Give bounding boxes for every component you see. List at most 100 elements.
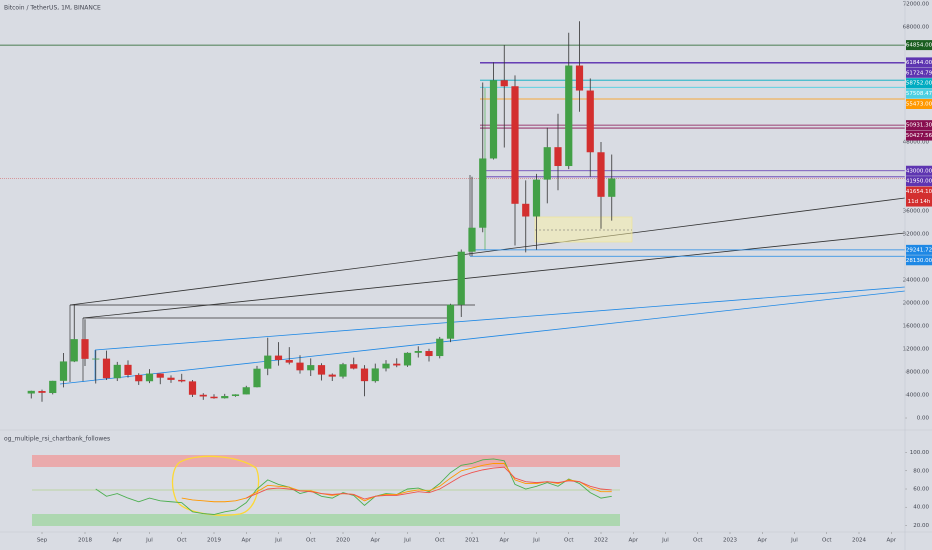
- candle-body: [59, 361, 68, 381]
- oversold-band: [32, 514, 620, 526]
- y-tick-label: 12000.00: [903, 347, 930, 353]
- rsi-y-tick-label: 20.00: [913, 523, 929, 529]
- price-label-box: [906, 88, 932, 99]
- trend-line: [82, 232, 906, 319]
- x-tick-label: Oct: [177, 538, 187, 544]
- price-label: 41950.00: [906, 179, 932, 185]
- candle-body: [92, 358, 100, 360]
- candle-body: [350, 364, 358, 369]
- candle-body: [27, 390, 35, 394]
- price-label: 50931.30: [906, 123, 932, 129]
- candle-body: [543, 147, 551, 180]
- y-tick-label: 36000.00: [903, 209, 930, 215]
- candle-body: [221, 396, 229, 399]
- x-tick-label: Oct: [822, 538, 832, 544]
- candle-body: [511, 86, 519, 204]
- candle-body: [296, 362, 304, 371]
- price-label-box: [906, 78, 932, 89]
- price-label: 50427.56: [906, 133, 932, 139]
- candle-body: [489, 80, 498, 159]
- price-label-box: [906, 244, 932, 255]
- y-tick-label: 48000.00: [903, 140, 930, 146]
- zone-box: [534, 216, 633, 243]
- price-label: 28130.00: [906, 258, 932, 264]
- trend-line: [94, 286, 906, 351]
- price-label-box: [906, 255, 932, 266]
- price-label-box: [906, 186, 932, 207]
- countdown-label: 11d 14h: [908, 199, 931, 205]
- price-label: 61724.79: [906, 70, 932, 76]
- rsi-y-tick-label: 60.00: [913, 487, 929, 493]
- price-label-box: [906, 40, 932, 51]
- candle-body: [608, 178, 616, 197]
- price-label-box: [906, 98, 932, 109]
- candle-body: [178, 379, 186, 382]
- x-tick-label: Apr: [112, 538, 122, 544]
- candle-body: [145, 373, 154, 382]
- x-tick-label: 2020: [336, 538, 350, 544]
- candle-body: [231, 394, 240, 397]
- y-tick-label: 20000.00: [903, 301, 930, 307]
- x-tick-label: Apr: [757, 538, 767, 544]
- candle-body: [264, 355, 272, 369]
- candle-body: [274, 355, 283, 361]
- candle-body: [339, 364, 347, 377]
- candle-body: [479, 158, 487, 228]
- candle-body: [360, 368, 369, 382]
- rsi-y-tick-label: 80.00: [913, 468, 929, 474]
- x-tick-label: Apr: [241, 538, 251, 544]
- candle-body: [586, 90, 594, 153]
- candle-body: [425, 351, 433, 357]
- price-label: 29241.72: [906, 247, 932, 253]
- x-tick-label: Apr: [499, 538, 509, 544]
- candle-body: [210, 396, 218, 399]
- rsi-line: [246, 466, 612, 500]
- price-label: 55473.00: [906, 101, 932, 107]
- price-label: 61844.00: [906, 60, 932, 66]
- candle-body: [382, 363, 390, 369]
- candle-body: [575, 65, 584, 91]
- x-tick-label: 2024: [852, 538, 866, 544]
- x-tick-label: 2019: [207, 538, 221, 544]
- candle-body: [156, 373, 164, 378]
- x-tick-label: Apr: [370, 538, 380, 544]
- y-tick-label: 24000.00: [903, 278, 930, 284]
- indicator-title: og_multiple_rsi_chartbank_followes: [4, 436, 110, 443]
- candle-body: [522, 203, 530, 217]
- chart-title: Bitcoin / TetherUS, 1M, BINANCE: [4, 5, 101, 12]
- price-label-box: [906, 120, 932, 131]
- candle-body: [371, 368, 379, 382]
- highlight-ellipse: [171, 455, 260, 516]
- trend-line: [59, 290, 906, 385]
- candle-body: [188, 381, 197, 395]
- x-tick-label: 2023: [723, 538, 737, 544]
- candle-body: [597, 152, 605, 197]
- x-tick-label: Jul: [403, 538, 411, 544]
- price-label: 64854.00: [906, 43, 932, 49]
- price-label-box: [906, 176, 932, 187]
- x-tick-label: Jul: [532, 538, 540, 544]
- x-tick-label: Oct: [693, 538, 703, 544]
- price-label: 41654.10: [906, 189, 932, 195]
- candle-body: [457, 251, 465, 305]
- y-tick-label: 8000.00: [906, 370, 929, 376]
- candle-body: [328, 374, 336, 377]
- x-tick-label: Oct: [435, 538, 445, 544]
- candle-body: [49, 380, 57, 394]
- x-tick-label: 2022: [594, 538, 608, 544]
- candle-body: [38, 391, 46, 393]
- candle-body: [102, 358, 111, 379]
- rsi-line: [95, 458, 612, 515]
- candle-body: [436, 338, 444, 357]
- x-tick-label: Jul: [274, 538, 282, 544]
- candle-body: [500, 80, 508, 87]
- y-tick-label: 16000.00: [903, 324, 930, 330]
- y-tick-label: 0.00: [917, 416, 930, 422]
- price-label: 43000.00: [906, 168, 932, 174]
- candle-body: [414, 351, 422, 353]
- x-tick-label: Sep: [37, 538, 48, 544]
- candle-body: [468, 227, 476, 252]
- candle-body: [199, 394, 207, 397]
- x-tick-label: Oct: [306, 538, 316, 544]
